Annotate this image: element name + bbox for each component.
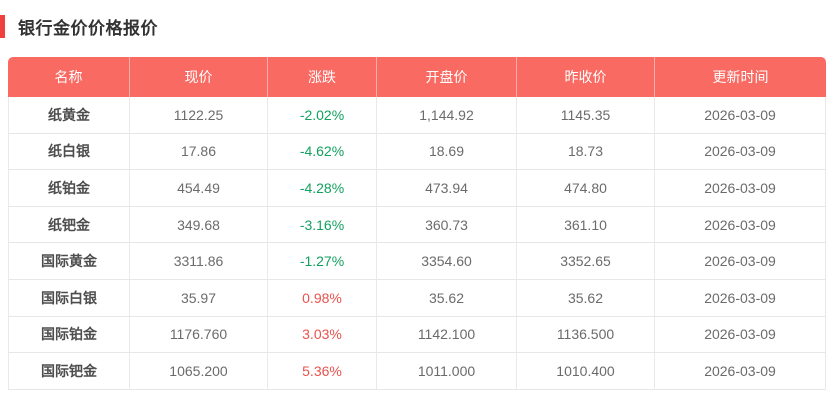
prev-close-cell: 1145.35 [517,97,655,134]
table-row: 纸铂金 454.49 -4.28% 473.94 474.80 2026-03-… [8,170,826,207]
open-price-cell: 35.62 [377,279,517,317]
current-price-cell: 349.68 [130,206,268,244]
instrument-name-cell: 国际铂金 [8,316,130,354]
column-header-updated: 更新时间 [655,57,826,97]
instrument-name-cell: 纸铂金 [8,170,130,207]
update-time-cell: 2026-03-09 [655,353,826,390]
column-header-change: 涨跌 [268,57,377,97]
prev-close-cell: 1136.500 [517,316,655,354]
change-percent-cell: 3.03% [268,316,377,354]
current-price-cell: 1122.25 [130,97,268,134]
table-row: 纸白银 17.86 -4.62% 18.69 18.73 2026-03-09 [8,133,826,171]
instrument-name-cell: 纸黄金 [8,97,130,134]
change-percent-cell: -4.28% [268,170,377,207]
column-header-name: 名称 [8,57,130,97]
prev-close-cell: 1010.400 [517,353,655,390]
change-percent-cell: -1.27% [268,243,377,280]
open-price-cell: 3354.60 [377,243,517,280]
instrument-name-cell: 纸白银 [8,133,130,171]
change-percent-cell: -2.02% [268,97,377,134]
prev-close-cell: 474.80 [517,170,655,207]
prev-close-cell: 3352.65 [517,243,655,280]
current-price-cell: 454.49 [130,170,268,207]
current-price-cell: 17.86 [130,133,268,171]
column-header-open: 开盘价 [377,57,517,97]
instrument-name-cell: 纸钯金 [8,206,130,244]
table-header: 名称 现价 涨跌 开盘价 昨收价 更新时间 [8,57,826,97]
open-price-cell: 473.94 [377,170,517,207]
quote-table-container: 名称 现价 涨跌 开盘价 昨收价 更新时间 纸黄金 1122.25 -2.02%… [8,57,826,390]
page-header: 银行金价价格报价 [0,14,158,38]
table-row: 国际钯金 1065.200 5.36% 1011.000 1010.400 20… [8,353,826,390]
gold-price-table: 名称 现价 涨跌 开盘价 昨收价 更新时间 纸黄金 1122.25 -2.02%… [8,57,826,390]
update-time-cell: 2026-03-09 [655,206,826,244]
page-title: 银行金价价格报价 [18,18,158,38]
update-time-cell: 2026-03-09 [655,243,826,280]
update-time-cell: 2026-03-09 [655,316,826,354]
title-accent-bar [0,14,5,38]
change-percent-cell: 5.36% [268,353,377,390]
current-price-cell: 35.97 [130,279,268,317]
change-percent-cell: -4.62% [268,133,377,171]
column-header-prev-close: 昨收价 [517,57,655,97]
update-time-cell: 2026-03-09 [655,279,826,317]
current-price-cell: 3311.86 [130,243,268,280]
table-row: 国际白银 35.97 0.98% 35.62 35.62 2026-03-09 [8,279,826,317]
current-price-cell: 1176.760 [130,316,268,354]
open-price-cell: 1142.100 [377,316,517,354]
open-price-cell: 18.69 [377,133,517,171]
open-price-cell: 1011.000 [377,353,517,390]
table-row: 国际铂金 1176.760 3.03% 1142.100 1136.500 20… [8,316,826,354]
change-percent-cell: 0.98% [268,279,377,317]
prev-close-cell: 361.10 [517,206,655,244]
open-price-cell: 360.73 [377,206,517,244]
update-time-cell: 2026-03-09 [655,133,826,171]
open-price-cell: 1,144.92 [377,97,517,134]
table-body: 纸黄金 1122.25 -2.02% 1,144.92 1145.35 2026… [8,97,826,390]
header-row: 名称 现价 涨跌 开盘价 昨收价 更新时间 [8,57,826,97]
instrument-name-cell: 国际黄金 [8,243,130,280]
table-row: 纸钯金 349.68 -3.16% 360.73 361.10 2026-03-… [8,206,826,244]
update-time-cell: 2026-03-09 [655,170,826,207]
column-header-current: 现价 [130,57,268,97]
table-row: 纸黄金 1122.25 -2.02% 1,144.92 1145.35 2026… [8,97,826,134]
instrument-name-cell: 国际白银 [8,279,130,317]
prev-close-cell: 18.73 [517,133,655,171]
prev-close-cell: 35.62 [517,279,655,317]
instrument-name-cell: 国际钯金 [8,353,130,390]
table-row: 国际黄金 3311.86 -1.27% 3354.60 3352.65 2026… [8,243,826,280]
change-percent-cell: -3.16% [268,206,377,244]
update-time-cell: 2026-03-09 [655,97,826,134]
current-price-cell: 1065.200 [130,353,268,390]
